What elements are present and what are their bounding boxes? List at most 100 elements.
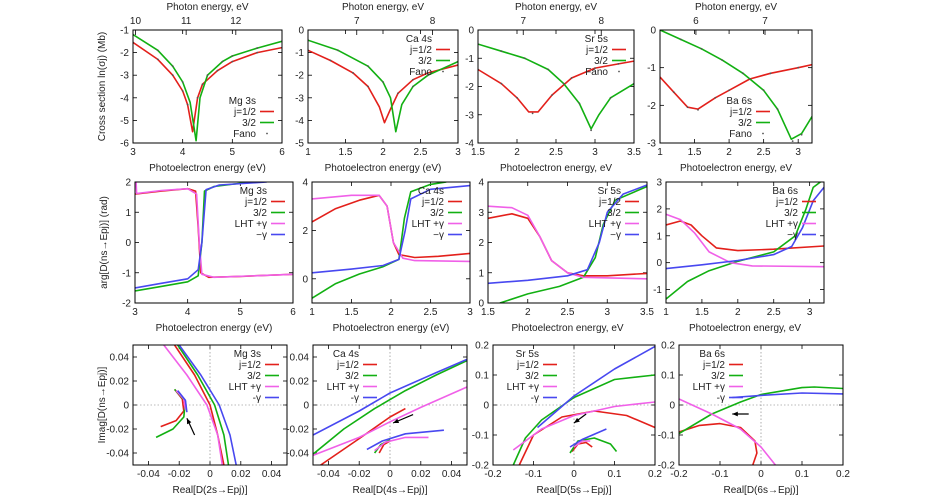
data-point-fano: [617, 63, 620, 65]
x-tick-label: 0: [207, 469, 213, 480]
top-tick-label: 11: [181, 16, 192, 27]
series-line-0: [308, 49, 458, 124]
plot-frame: [312, 344, 468, 466]
plot-frame: [134, 181, 294, 304]
y-tick-label: -1: [295, 48, 304, 59]
legend-label: −γ: [256, 230, 267, 241]
x-tick-label: 1.5: [471, 147, 485, 158]
y-tick-label: 2: [302, 226, 308, 237]
y-tick-label: -0.04: [106, 449, 129, 460]
y-tick-label: -1: [653, 285, 662, 296]
plot-area: [660, 30, 812, 143]
data-point-fano: [367, 85, 369, 88]
y-tick-label: -3: [120, 71, 129, 82]
legend-label: 3/2: [784, 208, 798, 219]
legend-label: 3/2: [525, 371, 539, 382]
legend-label: LHT +γ: [766, 219, 798, 230]
legend-label: j=1/2: [729, 107, 752, 118]
data-point-fano: [256, 47, 259, 49]
data-point-fano: [679, 38, 682, 41]
top-tick-label: 8: [430, 16, 436, 27]
legend-label: Fano: [729, 129, 752, 140]
plot-frame: [665, 181, 825, 304]
x-tick-label: 1.5: [481, 307, 495, 318]
plot-frame: [678, 344, 844, 466]
data-point-fano: [547, 68, 550, 71]
top-axis-label: Photon energy, eV: [342, 2, 424, 13]
legend-title: Ca 4s: [406, 34, 432, 45]
data-point-fano: [171, 74, 174, 77]
x-tick-label: 3: [604, 307, 610, 318]
series-line-0: [478, 60, 634, 113]
x-tick-label: -0.02: [348, 469, 371, 480]
x-tick-label: 3: [807, 307, 813, 318]
x-tick-label: 0: [571, 469, 577, 480]
legend-label: 3/2: [607, 208, 621, 219]
legend-label: Fano: [585, 67, 608, 78]
plot-frame: [132, 29, 283, 144]
top-axis-label: Photon energy, eV: [515, 2, 597, 13]
legend-label: LHT +γ: [589, 219, 621, 230]
data-point-fano: [156, 49, 159, 52]
x-tick-label: 4: [180, 147, 186, 158]
plot-area: [133, 33, 282, 142]
x-tick-label: -0.1: [525, 469, 543, 480]
y-tick-label: 0.02: [110, 377, 130, 388]
legend-label: j=1/2: [516, 360, 539, 371]
y-tick-label: -2: [120, 48, 129, 59]
top-tick-label: 7: [520, 16, 526, 27]
data-point-fano: [427, 72, 429, 74]
y-tick-label: -0.1: [658, 431, 676, 442]
legend-label: j=1/2: [702, 360, 725, 371]
legend-title: Mg 3s: [234, 349, 261, 360]
x-tick-label: 0: [387, 469, 393, 480]
legend-label: 3/2: [247, 371, 261, 382]
data-point-fano: [531, 112, 534, 115]
series-line-1: [499, 185, 647, 303]
y-tick-label: -1: [122, 268, 131, 279]
legend-label: LHT +γ: [327, 382, 359, 393]
series-line-0: [133, 41, 282, 133]
x-tick-label: 1: [663, 307, 669, 318]
x-axis-label: Real[D(2s→Epj)]: [172, 485, 247, 496]
x-axis-label: Real[D(4s→Epj)]: [352, 485, 427, 496]
panel-complex-11: -0.2 -0.1 0 0.1 0.2 -0.2 -0.1 0 0.1 0.2 Real[D(6s→…: [658, 341, 851, 497]
x-axis-label: Photoelectron energy (eV): [156, 323, 273, 334]
x-tick-label: 3: [592, 147, 598, 158]
y-tick-label: -3: [295, 93, 304, 104]
legend-label: 3/2: [711, 371, 725, 382]
data-point-fano: [181, 81, 184, 83]
x-tick-label: 3: [467, 307, 473, 318]
data-point-fano: [516, 96, 518, 99]
y-tick-label: -2: [465, 82, 474, 93]
data-point-fano: [769, 72, 772, 75]
legend-dot-icon: [618, 70, 620, 73]
y-axis-label: arg[D(ns→Epj)] (rad): [99, 196, 110, 289]
data-point-fano: [156, 58, 159, 61]
y-axis-label: Imag[D(ns→Epj)]: [97, 366, 108, 443]
legend-label: 3/2: [253, 208, 267, 219]
data-point-fano: [367, 65, 369, 68]
legend-label: j=1/2: [585, 45, 608, 56]
series-line-2: [135, 182, 293, 279]
plot-frame: [492, 344, 656, 466]
legend-label: -γ: [717, 393, 725, 404]
x-tick-label: 0.04: [442, 469, 462, 480]
series-line-1: [133, 33, 282, 142]
data-point-fano: [221, 60, 224, 63]
x-tick-label: 5: [230, 147, 236, 158]
data-point-fano: [216, 69, 219, 72]
series-line-3: [312, 184, 470, 274]
plot-area: [312, 182, 470, 299]
x-tick-label: 3.5: [627, 147, 641, 158]
x-tick-label: 3.5: [640, 307, 654, 318]
legend-label: −γ: [610, 230, 621, 241]
plot-area: [313, 358, 467, 465]
legend-label: −γ: [787, 230, 798, 241]
y-tick-label: 0: [123, 401, 129, 412]
series-line-0: [660, 63, 812, 110]
legend-label: 3/2: [418, 56, 432, 67]
